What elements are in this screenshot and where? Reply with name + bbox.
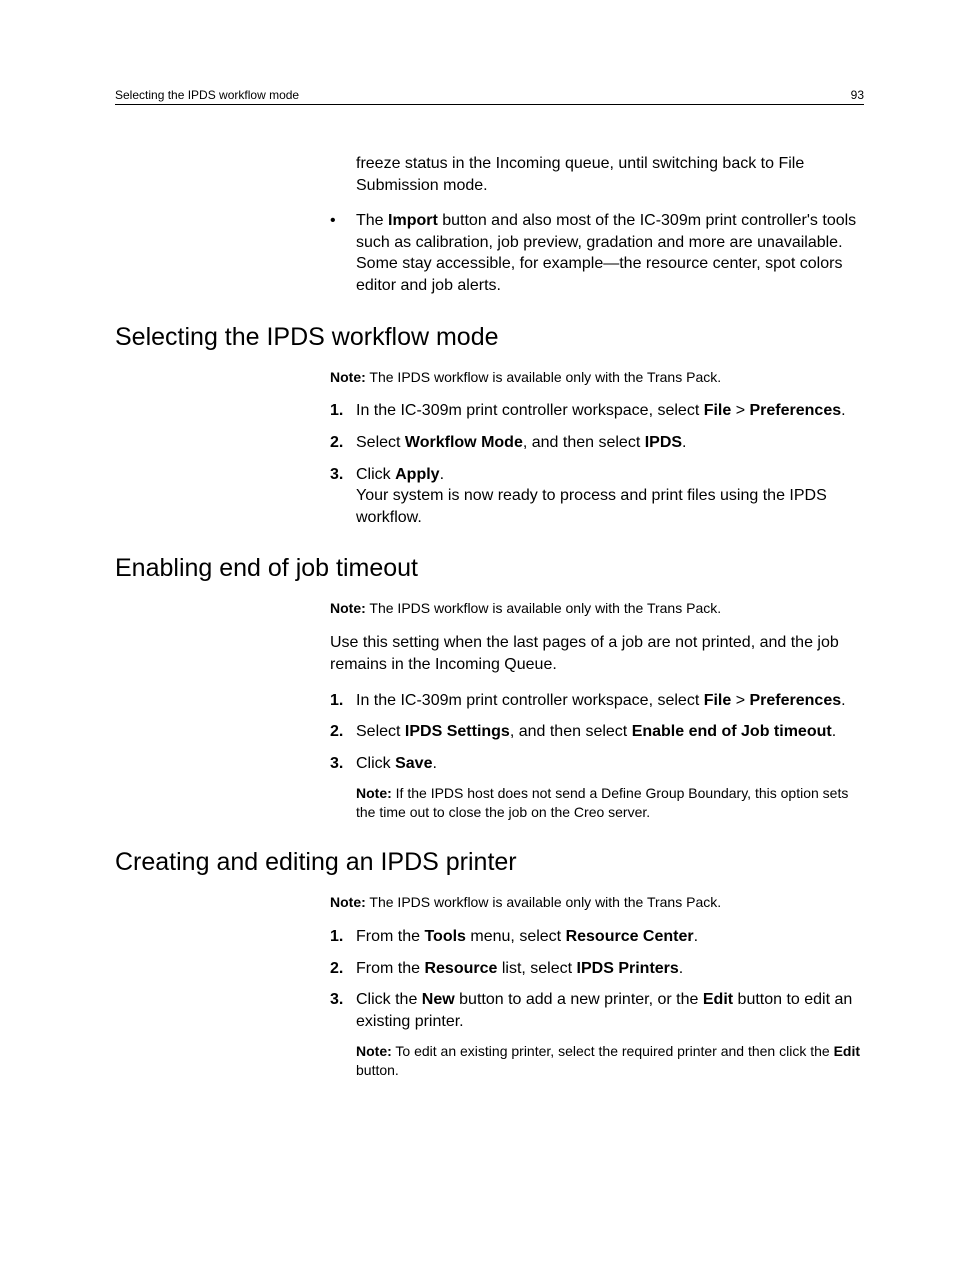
- step-number: 3.: [330, 753, 356, 775]
- section2-step1: 1. In the IC-309m print controller works…: [330, 690, 864, 712]
- step-number: 1.: [330, 926, 356, 948]
- step-number: 1.: [330, 400, 356, 422]
- step-number: 1.: [330, 690, 356, 712]
- header-title: Selecting the IPDS workflow mode: [115, 88, 299, 102]
- step-text: Select Workflow Mode, and then select IP…: [356, 432, 687, 454]
- step-number: 3.: [330, 989, 356, 1032]
- step-text: In the IC-309m print controller workspac…: [356, 690, 846, 712]
- section3-body: Note: The IPDS workflow is available onl…: [330, 893, 864, 1080]
- step-number: 3.: [330, 464, 356, 529]
- step-text: From the Resource list, select IPDS Prin…: [356, 958, 683, 980]
- section3-step2: 2. From the Resource list, select IPDS P…: [330, 958, 864, 980]
- step-text: Click the New button to add a new printe…: [356, 989, 864, 1032]
- page-number: 93: [851, 88, 864, 102]
- bullet-text: The Import button and also most of the I…: [356, 210, 864, 296]
- section1-step3: 3. Click Apply.Your system is now ready …: [330, 464, 864, 529]
- section2-note: Note: The IPDS workflow is available onl…: [330, 599, 864, 618]
- section2-step3: 3. Click Save.: [330, 753, 864, 775]
- step-number: 2.: [330, 721, 356, 743]
- step-text: Click Save.: [356, 753, 437, 775]
- section3-note: Note: The IPDS workflow is available onl…: [330, 893, 864, 912]
- section3-step3-note: Note: To edit an existing printer, selec…: [356, 1042, 864, 1080]
- section2-intro: Use this setting when the last pages of …: [330, 632, 864, 675]
- section1-step2: 2. Select Workflow Mode, and then select…: [330, 432, 864, 454]
- intro-continuation: freeze status in the Incoming queue, unt…: [330, 153, 864, 297]
- section3-step1: 1. From the Tools menu, select Resource …: [330, 926, 864, 948]
- section2-body: Note: The IPDS workflow is available onl…: [330, 599, 864, 822]
- bullet-icon: •: [330, 210, 356, 296]
- section-heading-creating: Creating and editing an IPDS printer: [115, 848, 864, 877]
- step-text: Click Apply.Your system is now ready to …: [356, 464, 864, 529]
- section1-note: Note: The IPDS workflow is available onl…: [330, 368, 864, 387]
- section3-step3: 3. Click the New button to add a new pri…: [330, 989, 864, 1032]
- step-text: Select IPDS Settings, and then select En…: [356, 721, 836, 743]
- section2-step2: 2. Select IPDS Settings, and then select…: [330, 721, 864, 743]
- step-number: 2.: [330, 432, 356, 454]
- section1-step1: 1. In the IC-309m print controller works…: [330, 400, 864, 422]
- document-page: Selecting the IPDS workflow mode 93 free…: [0, 0, 954, 1154]
- section-heading-selecting: Selecting the IPDS workflow mode: [115, 323, 864, 352]
- intro-para: freeze status in the Incoming queue, unt…: [356, 153, 864, 196]
- section-heading-enabling: Enabling end of job timeout: [115, 554, 864, 583]
- intro-bullet: • The Import button and also most of the…: [330, 210, 864, 296]
- section2-step3-note: Note: If the IPDS host does not send a D…: [356, 784, 864, 822]
- page-header: Selecting the IPDS workflow mode 93: [115, 88, 864, 105]
- step-text: From the Tools menu, select Resource Cen…: [356, 926, 698, 948]
- step-text: In the IC-309m print controller workspac…: [356, 400, 846, 422]
- step-number: 2.: [330, 958, 356, 980]
- section1-body: Note: The IPDS workflow is available onl…: [330, 368, 864, 529]
